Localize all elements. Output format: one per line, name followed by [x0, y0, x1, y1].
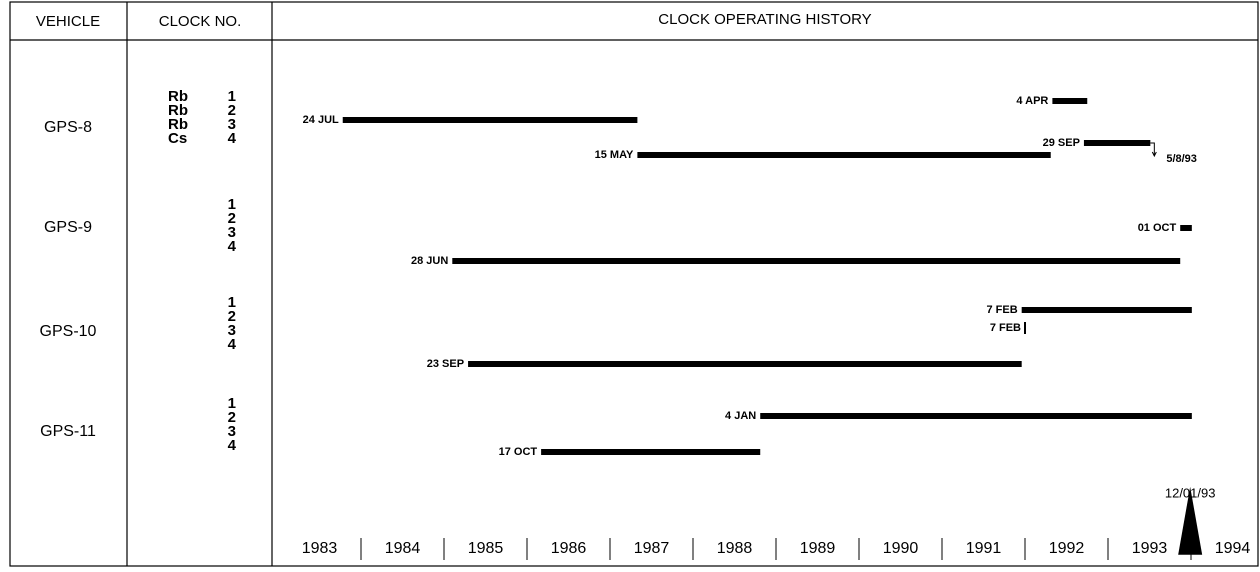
operating-bar — [468, 361, 1022, 367]
date-marker — [1178, 486, 1203, 555]
frame — [9, 1, 1259, 567]
clock-type: Rb — [168, 116, 188, 133]
start-label: 01 OCT — [1138, 222, 1177, 234]
x-tick-label: 1983 — [302, 540, 338, 557]
clock-number: 2 — [228, 308, 236, 325]
x-tick-label: 1988 — [717, 540, 753, 557]
clock-number: 4 — [228, 130, 237, 147]
chart-title: CLOCK OPERATING HISTORY — [658, 11, 871, 28]
start-label: 23 SEP — [427, 358, 464, 370]
clock-number: 4 — [228, 437, 237, 454]
clock-type: Cs — [168, 130, 187, 147]
vehicle-name: GPS-10 — [40, 323, 97, 340]
clock-number: 3 — [228, 423, 236, 440]
operating-bar — [1021, 307, 1192, 313]
clock-number: 1 — [228, 395, 236, 412]
operating-bar — [452, 258, 1181, 264]
start-label: 29 SEP — [1043, 137, 1080, 149]
clock-number: 3 — [228, 116, 236, 133]
clock-number: 4 — [228, 238, 237, 255]
x-tick-label: 1990 — [883, 540, 919, 557]
x-tick-label: 1993 — [1132, 540, 1168, 557]
x-tick-label: 1986 — [551, 540, 587, 557]
clock-type: Rb — [168, 88, 188, 105]
end-label: 5/8/93 — [1166, 153, 1197, 165]
clock-number: 1 — [228, 196, 236, 213]
x-tick-label: 1984 — [385, 540, 421, 557]
clock-number: 2 — [228, 409, 236, 426]
vehicle-name: GPS-11 — [40, 423, 96, 440]
vehicle-name: GPS-8 — [44, 119, 92, 136]
column-header: VEHICLE — [36, 13, 100, 30]
x-tick-label: 1991 — [966, 540, 1002, 557]
clock-number: 1 — [228, 294, 236, 311]
column-header: CLOCK NO. — [159, 13, 242, 30]
start-label: 7 FEB — [986, 304, 1017, 316]
operating-bar — [760, 413, 1192, 419]
clock-number: 3 — [228, 224, 236, 241]
operating-bar — [637, 152, 1051, 158]
start-label: 28 JUN — [411, 255, 448, 267]
clock-number: 2 — [228, 102, 236, 119]
operating-bar — [541, 449, 761, 455]
clock-number: 1 — [228, 88, 236, 105]
start-label: 4 APR — [1016, 95, 1048, 107]
start-label: 17 OCT — [499, 446, 538, 458]
start-label: 4 JAN — [725, 410, 756, 422]
start-label: 15 MAY — [595, 149, 634, 161]
start-label: 7 FEB — [990, 322, 1021, 334]
operating-bar — [1083, 140, 1151, 146]
vehicle-name: GPS-9 — [44, 219, 92, 236]
operating-mark — [1024, 322, 1026, 334]
clock-number: 3 — [228, 322, 236, 339]
start-label: 24 JUL — [303, 114, 339, 126]
clock-number: 2 — [228, 210, 236, 227]
clock-type: Rb — [168, 102, 188, 119]
end-arrow — [1150, 142, 1157, 158]
operating-bar — [342, 117, 638, 123]
x-tick-label: 1989 — [800, 540, 836, 557]
x-tick-label: 1994 — [1215, 540, 1251, 557]
operating-bar — [1180, 225, 1192, 231]
x-tick-label: 1992 — [1049, 540, 1085, 557]
x-tick-label: 1987 — [634, 540, 670, 557]
date-marker-label: 12/01/93 — [1165, 485, 1216, 500]
operating-bar — [1052, 98, 1088, 104]
clock-number: 4 — [228, 336, 237, 353]
x-tick-label: 1985 — [468, 540, 504, 557]
